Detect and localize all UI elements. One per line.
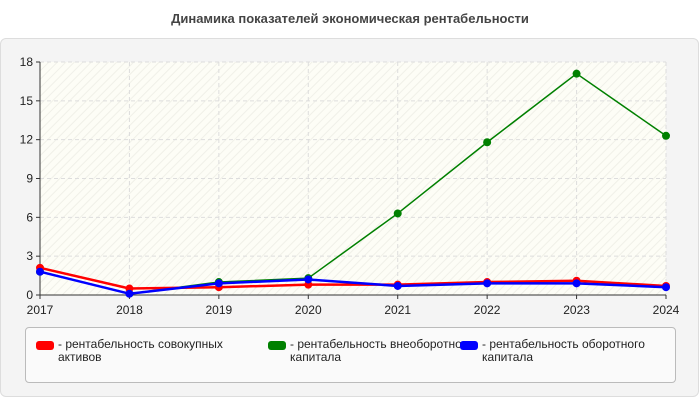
x-tick-label: 2023 xyxy=(563,303,590,317)
data-point xyxy=(572,69,581,78)
data-point xyxy=(304,275,313,284)
data-point xyxy=(393,209,402,218)
legend-swatch xyxy=(460,341,478,350)
data-point xyxy=(662,131,670,140)
data-point xyxy=(125,289,134,298)
data-point xyxy=(483,279,492,288)
data-point xyxy=(572,279,581,288)
legend-label: - рентабельность оборотного капитала xyxy=(482,337,645,364)
y-tick-label: 15 xyxy=(20,94,34,108)
x-tick-label: 2017 xyxy=(27,303,54,317)
data-point xyxy=(662,283,670,292)
y-tick-label: 6 xyxy=(26,210,33,224)
x-tick-label: 2022 xyxy=(474,303,501,317)
x-tick-label: 2024 xyxy=(653,303,680,317)
y-tick-label: 12 xyxy=(20,133,34,147)
series-line xyxy=(39,266,667,290)
x-tick-label: 2021 xyxy=(384,303,411,317)
y-tick-label: 0 xyxy=(26,288,33,302)
data-point xyxy=(483,138,492,147)
x-tick-label: 2018 xyxy=(116,303,143,317)
legend-item-working-capital: - рентабельность оборотного капитала xyxy=(460,337,672,364)
y-tick-label: 9 xyxy=(26,172,33,186)
y-tick-label: 18 xyxy=(20,55,34,69)
x-tick-label: 2019 xyxy=(206,303,233,317)
legend-label: - рентабельность внеоборотного капитала xyxy=(290,337,473,364)
legend-label: - рентабельность совокупных активов xyxy=(58,337,223,364)
data-point xyxy=(214,279,223,288)
legend-item-total-assets: - рентабельность совокупных активов xyxy=(36,337,248,364)
chart-title: Динамика показателей экономическая рента… xyxy=(171,11,529,26)
legend-swatch xyxy=(36,341,54,350)
series-line xyxy=(39,270,667,295)
data-point xyxy=(36,267,44,276)
x-tick-label: 2020 xyxy=(295,303,322,317)
legend: - рентабельность совокупных активов - ре… xyxy=(25,327,676,383)
data-point xyxy=(393,281,402,290)
plot-area: 0 3 6 9 12 15 18 2017 2018 2019 2020 2021 2022 2023 20… xyxy=(20,55,680,317)
y-tick-label: 3 xyxy=(26,249,33,263)
legend-item-noncurrent-capital: - рентабельность внеоборотного капитала xyxy=(268,337,480,364)
legend-swatch xyxy=(268,341,286,350)
